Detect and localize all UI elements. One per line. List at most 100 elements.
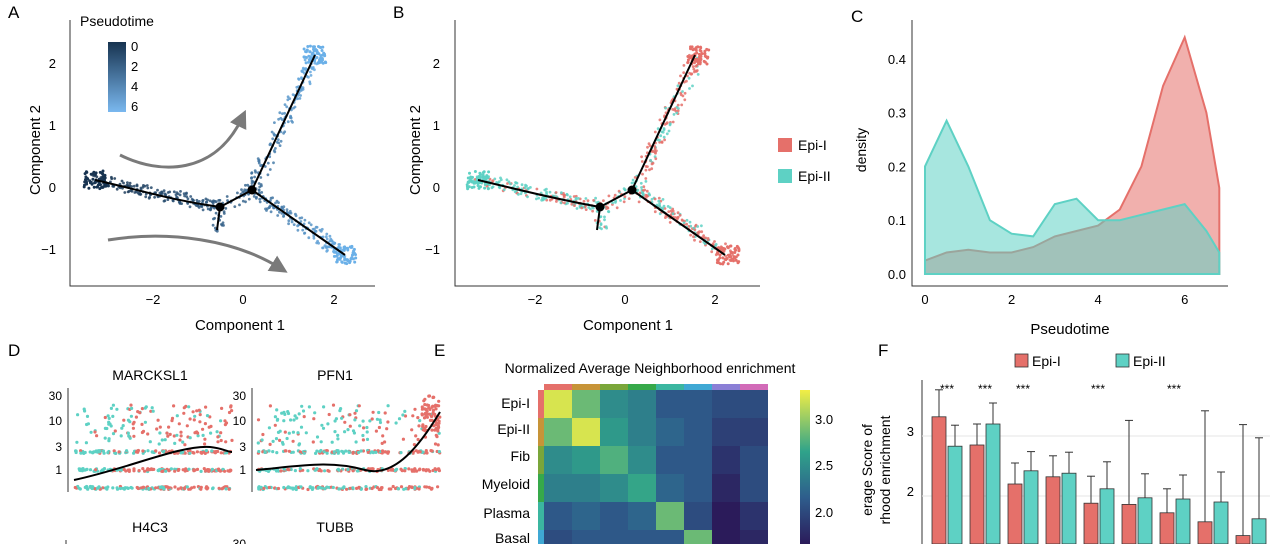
expression-point xyxy=(371,467,375,471)
cell-point xyxy=(268,168,272,171)
expression-point xyxy=(125,449,129,453)
cell-point xyxy=(135,183,139,187)
expression-point xyxy=(185,485,189,489)
cell-point xyxy=(648,193,651,197)
expression-point xyxy=(219,451,223,455)
expression-point xyxy=(410,468,414,472)
expression-point xyxy=(203,442,207,446)
expression-point xyxy=(306,469,310,473)
cell-point xyxy=(569,198,573,201)
expression-point xyxy=(198,413,202,417)
expression-point xyxy=(300,404,304,408)
cell-point xyxy=(309,70,312,74)
expression-point xyxy=(427,406,431,410)
expression-point xyxy=(221,486,225,490)
sig-star-3: *** xyxy=(1016,382,1030,396)
expression-point xyxy=(164,469,168,473)
cell-point xyxy=(214,211,218,215)
cell-point xyxy=(718,253,722,257)
heatmap-cell xyxy=(656,474,684,502)
expression-point xyxy=(91,485,95,489)
expression-point xyxy=(283,449,287,453)
expression-point xyxy=(224,487,228,491)
expression-point xyxy=(282,485,286,490)
expression-point xyxy=(346,467,350,472)
cell-point xyxy=(665,121,669,125)
cell-point xyxy=(509,182,512,186)
expression-point xyxy=(140,407,144,411)
expression-point xyxy=(140,430,144,435)
trend-line-pfn1 xyxy=(255,411,441,473)
cell-point xyxy=(699,49,703,53)
cell-point xyxy=(483,186,487,190)
cell-point xyxy=(730,251,733,255)
cell-point xyxy=(733,247,737,251)
cell-point xyxy=(313,59,317,63)
gene-title-pfn1: PFN1 xyxy=(317,367,353,383)
expression-point xyxy=(413,467,417,471)
cell-point xyxy=(236,191,239,195)
a-ytick-0: 0 xyxy=(49,180,56,195)
legend-label-epi1: Epi-I xyxy=(798,137,827,153)
expression-point xyxy=(421,424,425,428)
cell-point xyxy=(653,144,656,148)
expression-point xyxy=(170,419,174,423)
cell-point xyxy=(643,188,647,192)
cell-point xyxy=(335,260,339,264)
cell-point xyxy=(89,172,93,176)
expression-point xyxy=(207,468,211,472)
expression-point xyxy=(386,420,390,424)
trend-line-marcksl1 xyxy=(73,445,233,481)
cell-point xyxy=(346,259,349,262)
expression-point xyxy=(353,411,357,415)
cell-point xyxy=(307,75,310,79)
cell-point xyxy=(291,120,294,124)
expression-point xyxy=(275,408,279,412)
cell-point xyxy=(253,175,256,179)
cell-point xyxy=(323,244,327,248)
cell-point xyxy=(646,145,649,149)
expression-point xyxy=(288,486,293,490)
expression-point xyxy=(283,430,287,434)
cell-point xyxy=(706,56,709,60)
cell-point xyxy=(631,178,635,182)
cell-point xyxy=(302,47,306,51)
expression-point xyxy=(75,440,79,444)
expression-point xyxy=(179,434,183,438)
cell-point xyxy=(247,197,251,201)
panel-letter-b: B xyxy=(393,3,404,22)
expression-point xyxy=(125,486,129,490)
cell-point xyxy=(493,177,497,181)
d4-ytick-30: 30 xyxy=(233,537,247,544)
expression-point xyxy=(210,467,214,471)
cell-point xyxy=(700,230,704,234)
expression-point xyxy=(287,468,291,472)
expression-point xyxy=(156,418,160,422)
cell-point xyxy=(253,169,257,173)
cell-point xyxy=(267,206,271,210)
expression-point xyxy=(95,434,99,438)
cell-point xyxy=(650,197,654,201)
expression-point xyxy=(325,485,329,489)
b-ytick-1: 1 xyxy=(433,118,440,133)
heatmap-cell xyxy=(572,502,600,530)
cell-point xyxy=(204,197,208,201)
cell-point xyxy=(98,170,102,174)
expression-point xyxy=(163,438,167,442)
heatmap-cell xyxy=(684,418,712,446)
expression-point xyxy=(281,442,285,446)
cell-point xyxy=(682,64,686,67)
expression-point xyxy=(383,411,387,415)
expression-point xyxy=(297,412,301,416)
legend-label-epi2: Epi-II xyxy=(798,168,831,184)
cell-point xyxy=(507,180,511,184)
expression-point xyxy=(83,450,87,455)
expression-point xyxy=(425,415,429,419)
cell-point xyxy=(315,56,319,59)
heatmap-row-annotation xyxy=(538,530,544,544)
heatmap-cell xyxy=(628,446,656,474)
cell-point xyxy=(658,202,661,206)
expression-point xyxy=(158,431,162,435)
expression-point xyxy=(158,467,162,472)
cell-point xyxy=(302,55,306,59)
